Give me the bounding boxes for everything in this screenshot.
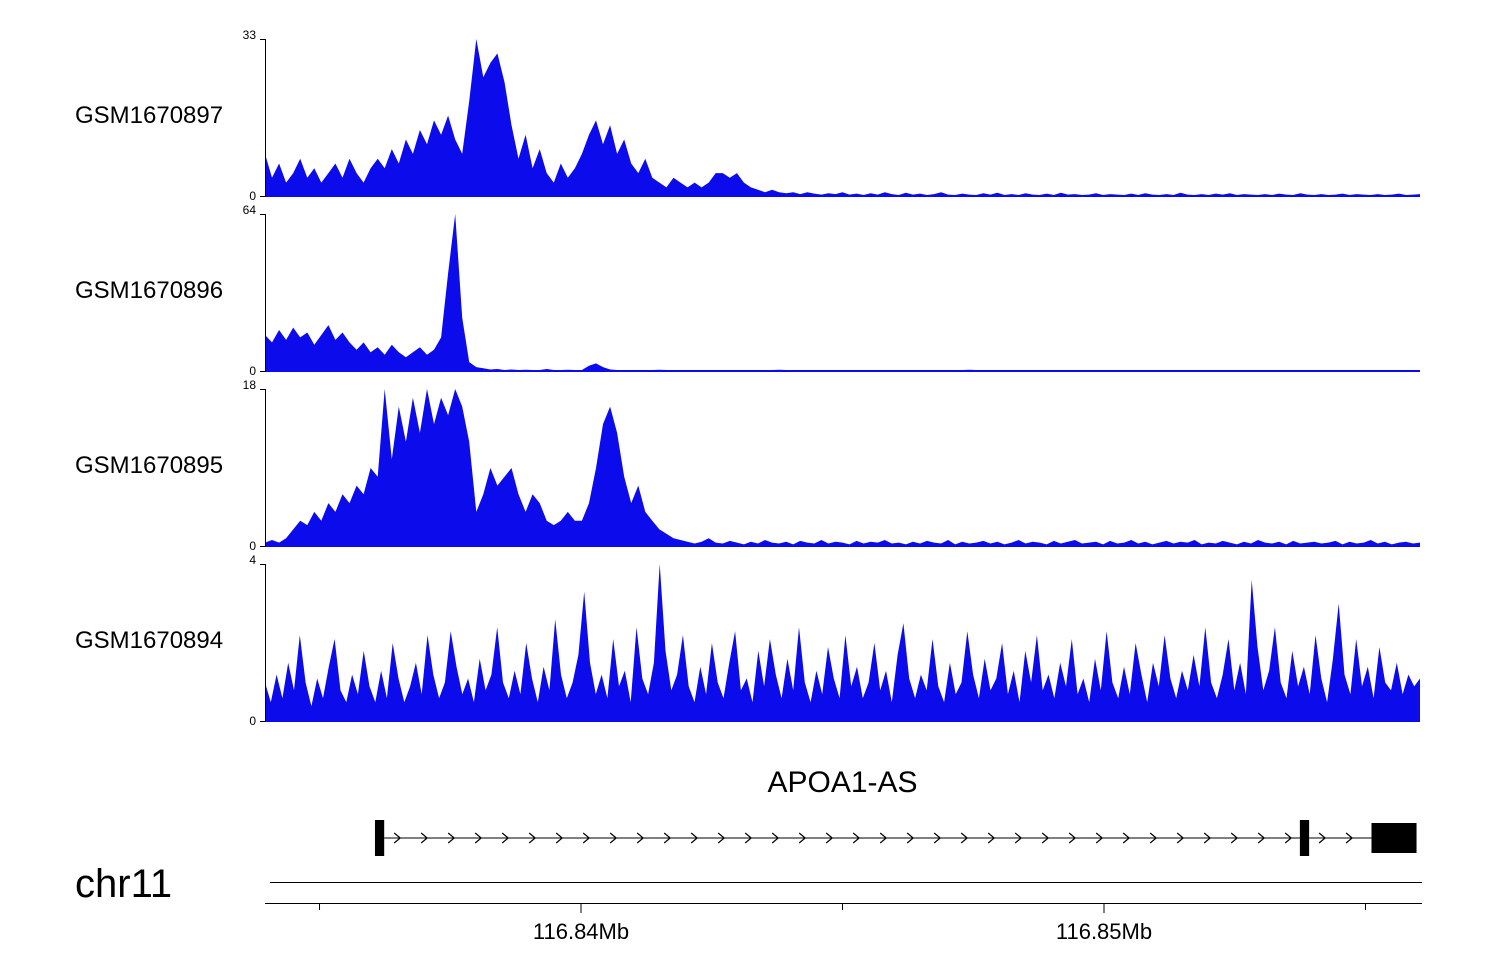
- chromosome-line: [270, 882, 1422, 883]
- gene-name-label: APOA1-AS: [767, 766, 918, 799]
- strand-arrow-icon: [636, 832, 645, 844]
- strand-arrow-icon: [555, 832, 564, 844]
- strand-arrow-icon: [1230, 832, 1239, 844]
- y-max-label: 64: [242, 203, 256, 217]
- strand-arrow-icon: [906, 832, 915, 844]
- strand-arrow-icon: [1068, 832, 1077, 844]
- strand-arrow-icon: [1257, 832, 1266, 844]
- coverage-area: [265, 564, 1420, 722]
- y-zero-label: 0: [249, 714, 256, 728]
- coverage-area: [265, 39, 1420, 197]
- coverage-area-chart: [260, 214, 1420, 372]
- strand-arrow-icon: [447, 832, 456, 844]
- strand-arrow-icon: [393, 832, 402, 844]
- track-label: GSM1670897: [75, 102, 224, 129]
- y-zero-label: 0: [249, 189, 256, 203]
- coverage-tracks-panel: GSM1670897 33 0 GSM1670896 64 0 GSM16708…: [0, 29, 1500, 735]
- coverage-track: GSM1670895 18 0: [0, 379, 1500, 552]
- track-label: GSM1670894: [75, 627, 224, 654]
- coverage-area-chart: [260, 389, 1420, 547]
- coverage-area-chart: [260, 564, 1420, 722]
- strand-arrow-icon: [879, 832, 888, 844]
- strand-arrow-icon: [690, 832, 699, 844]
- exon-box: [1299, 820, 1310, 856]
- strand-arrow-icon: [582, 832, 591, 844]
- strand-arrow-icon: [717, 832, 726, 844]
- genome-axis-ruler: 116.84Mb 116.85Mb: [265, 903, 1422, 944]
- strand-arrow-icon: [1014, 832, 1023, 844]
- strand-arrow-icon: [1284, 832, 1293, 844]
- strand-arrow-icon: [771, 832, 780, 844]
- strand-arrow-icon: [420, 832, 429, 844]
- ruler-tick-label: 116.84Mb: [533, 919, 629, 944]
- strand-arrow-icon: [825, 832, 834, 844]
- y-max-label: 18: [242, 378, 256, 392]
- strand-arrow-icon: [1041, 832, 1050, 844]
- strand-arrow-icon: [852, 832, 861, 844]
- exon-box: [374, 820, 385, 856]
- strand-arrow-icon: [960, 832, 969, 844]
- strand-arrow-icon: [798, 832, 807, 844]
- strand-arrow-icon: [1122, 832, 1131, 844]
- strand-arrow-icon: [609, 832, 618, 844]
- coverage-track: GSM1670897 33 0: [0, 29, 1500, 202]
- strand-arrow-icon: [744, 832, 753, 844]
- strand-arrow-icon: [528, 832, 537, 844]
- strand-arrow-icon: [1203, 832, 1212, 844]
- y-zero-label: 0: [249, 539, 256, 553]
- strand-arrow-icon: [1176, 832, 1185, 844]
- strand-arrow-icon: [501, 832, 510, 844]
- y-zero-label: 0: [249, 364, 256, 378]
- strand-arrow-icon: [474, 832, 483, 844]
- y-max-label: 4: [249, 553, 256, 567]
- y-max-label: 33: [242, 28, 256, 42]
- strand-arrow-icon: [933, 832, 942, 844]
- track-label: GSM1670896: [75, 277, 224, 304]
- strand-arrow-icon: [1095, 832, 1104, 844]
- coverage-track: GSM1670896 64 0: [0, 204, 1500, 377]
- strand-arrow-icon: [987, 832, 996, 844]
- gene-model-track: [374, 820, 1417, 856]
- chromosome-label: chr11: [75, 862, 173, 906]
- coverage-area-chart: [260, 39, 1420, 197]
- coverage-track: GSM1670894 4 0: [0, 554, 1500, 727]
- track-label: GSM1670895: [75, 452, 224, 479]
- exon-box: [1371, 823, 1417, 853]
- strand-arrow-icon: [1149, 832, 1158, 844]
- coverage-area: [265, 214, 1420, 372]
- strand-arrow-icon: [1318, 832, 1327, 844]
- coverage-area: [265, 389, 1420, 547]
- strand-arrow-icon: [663, 832, 672, 844]
- strand-arrow-icon: [1345, 832, 1354, 844]
- ruler-tick-label: 116.85Mb: [1056, 919, 1152, 944]
